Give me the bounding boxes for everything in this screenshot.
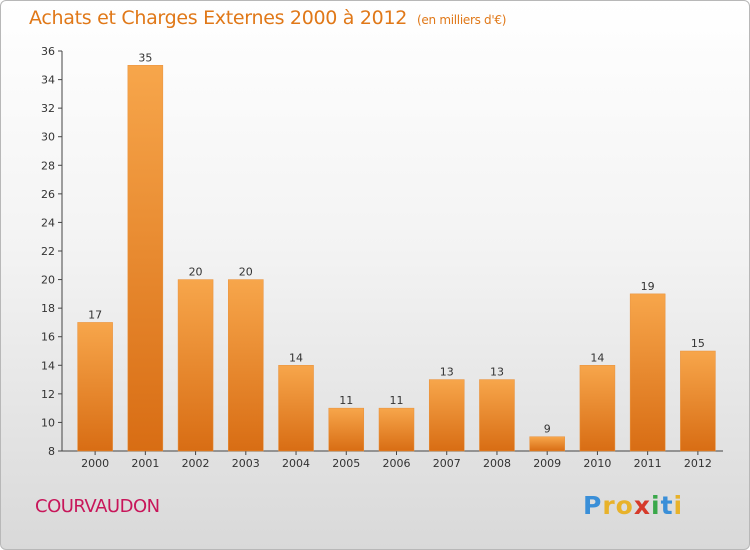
bars: [77, 65, 716, 452]
y-tick-label: 26: [41, 188, 55, 201]
bar-2012: [680, 350, 716, 452]
proxiti-logo[interactable]: Proxiti: [583, 491, 683, 520]
commune-name: COURVAUDON: [35, 496, 160, 517]
bar-2006: [378, 407, 415, 452]
data-label-2002: 20: [189, 266, 203, 279]
x-tick-label-2000: 2000: [81, 457, 109, 470]
bar-2010: [579, 365, 616, 452]
logo-letter: t: [660, 491, 674, 520]
bar-2004: [278, 365, 314, 452]
logo-letter: x: [633, 491, 651, 520]
y-tick-label: 8: [48, 445, 55, 458]
data-label-2001: 35: [138, 51, 152, 64]
y-tick-label: 34: [41, 74, 55, 87]
x-tick-label-2002: 2002: [182, 457, 210, 470]
logo-letter: i: [651, 491, 661, 520]
x-tick-label-2012: 2012: [684, 457, 712, 470]
data-label-2009: 9: [544, 423, 551, 436]
data-labels: 17 35 20 20 14 11 11 13 13 9 14 19 15: [88, 51, 705, 435]
y-tick-label: 24: [41, 216, 55, 229]
bar-2000: [77, 322, 113, 452]
y-tick-label: 22: [41, 245, 55, 258]
data-label-2006: 11: [390, 394, 404, 407]
y-tick-label: 10: [41, 416, 55, 429]
y-tick-label: 12: [41, 388, 55, 401]
bar-2005: [328, 407, 365, 452]
bar-2003: [228, 279, 264, 452]
y-tick-label: 14: [41, 359, 55, 372]
data-label-2011: 19: [641, 280, 655, 293]
bar-2007: [428, 379, 465, 452]
data-label-2005: 11: [339, 394, 353, 407]
x-tick-label-2001: 2001: [131, 457, 159, 470]
data-label-2007: 13: [440, 366, 454, 379]
x-tick-label-2005: 2005: [332, 457, 360, 470]
logo-letter: o: [615, 491, 634, 520]
x-tick-label-2006: 2006: [383, 457, 411, 470]
y-tick-label: 28: [41, 159, 55, 172]
logo-letter: r: [602, 491, 616, 520]
x-tick-label-2010: 2010: [583, 457, 611, 470]
x-tick-label-2008: 2008: [483, 457, 511, 470]
data-label-2010: 14: [590, 351, 604, 364]
y-tick-label: 20: [41, 274, 55, 287]
x-tick-label-2007: 2007: [433, 457, 461, 470]
x-tick-label-2004: 2004: [282, 457, 310, 470]
bar-2009: [529, 436, 565, 452]
y-tick-label: 36: [41, 45, 55, 58]
x-tick-label-2009: 2009: [533, 457, 561, 470]
bar-2011: [629, 293, 666, 452]
title-text: Achats et Charges Externes 2000 à 2012: [29, 7, 408, 29]
bar-2001: [127, 65, 164, 452]
y-tick-label: 18: [41, 302, 55, 315]
x-tick-label-2003: 2003: [232, 457, 260, 470]
data-label-2004: 14: [289, 351, 303, 364]
y-tick-label: 30: [41, 131, 55, 144]
x-tick-label-2011: 2011: [634, 457, 662, 470]
data-label-2000: 17: [88, 308, 102, 321]
data-label-2012: 15: [691, 337, 705, 350]
bar-2008: [479, 379, 515, 452]
y-tick-label: 32: [41, 102, 55, 115]
data-label-2008: 13: [490, 366, 504, 379]
chart-title: Achats et Charges Externes 2000 à 2012 (e…: [29, 7, 506, 29]
unit-label: (en milliers d'€): [417, 13, 507, 27]
logo-letter: i: [673, 491, 684, 520]
logo-letter: P: [583, 491, 603, 520]
data-label-2003: 20: [239, 266, 253, 279]
y-tick-label: 16: [41, 331, 55, 344]
bar-2002: [177, 279, 214, 452]
